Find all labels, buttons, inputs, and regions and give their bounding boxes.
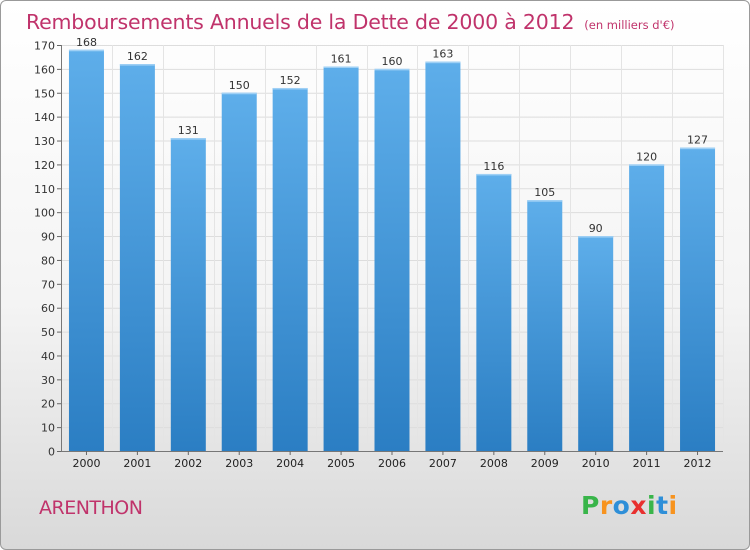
y-tick-label: 40 xyxy=(41,350,55,363)
bar xyxy=(476,173,512,451)
data-label: 152 xyxy=(280,74,301,87)
bar-highlight xyxy=(68,49,104,52)
x-tick-label: 2005 xyxy=(327,457,355,470)
bar-highlight xyxy=(476,173,512,176)
logo-letter: o xyxy=(612,491,631,520)
bar xyxy=(170,138,206,451)
y-tick-label: 120 xyxy=(34,159,55,172)
bar xyxy=(68,49,104,452)
data-label: 150 xyxy=(229,79,250,92)
bar-highlight xyxy=(221,92,257,95)
y-tick-label: 110 xyxy=(34,183,55,196)
bar-highlight xyxy=(272,87,308,90)
data-label: 168 xyxy=(76,36,97,49)
data-label: 127 xyxy=(687,134,708,147)
x-tick-label: 2001 xyxy=(123,457,151,470)
bar xyxy=(323,66,359,452)
y-tick-label: 130 xyxy=(34,135,55,148)
bar xyxy=(221,92,257,451)
proxiti-logo: Proxiti xyxy=(581,491,678,520)
x-tick-label: 2011 xyxy=(633,457,661,470)
y-tick-label: 100 xyxy=(34,207,55,220)
y-tick-label: 150 xyxy=(34,87,55,100)
title-unit: (en milliers d'€) xyxy=(584,18,675,32)
bar-highlight xyxy=(119,64,155,66)
labels: 168 2000 162 2001 131 2002 150 2003 152 2004 161 20… xyxy=(72,36,711,470)
logo-letter: i xyxy=(647,491,657,520)
data-label: 120 xyxy=(636,150,657,163)
data-label: 160 xyxy=(382,55,403,68)
bars xyxy=(68,49,716,452)
title-text: Remboursements Annuels de la Dette de 20… xyxy=(26,10,575,34)
chart-title: Remboursements Annuels de la Dette de 20… xyxy=(26,10,675,34)
logo-letter: i xyxy=(668,491,678,520)
y-tick-label: 60 xyxy=(41,302,55,315)
axes: 0 10 20 30 40 50 60 70 80 90 100 110 120 130 140 150 160… xyxy=(34,40,723,459)
x-tick-label: 2008 xyxy=(480,457,508,470)
y-tick-label: 90 xyxy=(41,231,55,244)
logo-letter: x xyxy=(630,491,647,520)
bar xyxy=(119,64,155,451)
bar xyxy=(272,87,308,452)
y-tick-label: 20 xyxy=(41,398,55,411)
bar-highlight xyxy=(323,66,359,68)
bar-highlight xyxy=(527,200,563,202)
x-tick-label: 2006 xyxy=(378,457,406,470)
y-tick-label: 80 xyxy=(41,254,55,267)
data-label: 131 xyxy=(178,124,199,137)
bar xyxy=(374,68,410,451)
logo-letter: r xyxy=(599,491,613,520)
bar-highlight xyxy=(374,68,410,71)
location-label: ARENTHON xyxy=(39,497,143,519)
y-tick-label: 140 xyxy=(34,111,55,124)
bar-highlight xyxy=(170,138,206,140)
bar xyxy=(629,164,665,452)
bar-highlight xyxy=(629,164,665,166)
y-tick-label: 70 xyxy=(41,278,55,291)
bar-highlight xyxy=(680,147,716,150)
logo-letter: t xyxy=(656,491,669,520)
x-tick-label: 2000 xyxy=(72,457,100,470)
y-tick-label: 0 xyxy=(48,446,55,459)
data-label: 116 xyxy=(483,160,504,173)
bar xyxy=(425,61,461,451)
data-label: 105 xyxy=(534,186,555,199)
bar xyxy=(578,236,614,451)
x-tick-label: 2002 xyxy=(174,457,202,470)
data-label: 163 xyxy=(432,48,453,61)
bar xyxy=(527,200,563,451)
data-label: 90 xyxy=(589,222,603,235)
x-tick-label: 2010 xyxy=(582,457,610,470)
x-tick-label: 2003 xyxy=(225,457,253,470)
y-tick-label: 170 xyxy=(34,40,55,53)
data-label: 162 xyxy=(127,50,148,63)
y-tick-label: 160 xyxy=(34,63,55,76)
data-label: 161 xyxy=(331,52,352,65)
x-tick-label: 2009 xyxy=(531,457,559,470)
y-tick-label: 10 xyxy=(41,422,55,435)
logo-letter: P xyxy=(581,491,600,520)
y-tick-label: 30 xyxy=(41,374,55,387)
bar-highlight xyxy=(425,61,461,64)
x-tick-label: 2012 xyxy=(684,457,712,470)
bar-highlight xyxy=(578,236,614,238)
x-tick-label: 2007 xyxy=(429,457,457,470)
bar xyxy=(680,147,716,451)
x-tick-label: 2004 xyxy=(276,457,304,470)
y-tick-label: 50 xyxy=(41,326,55,339)
